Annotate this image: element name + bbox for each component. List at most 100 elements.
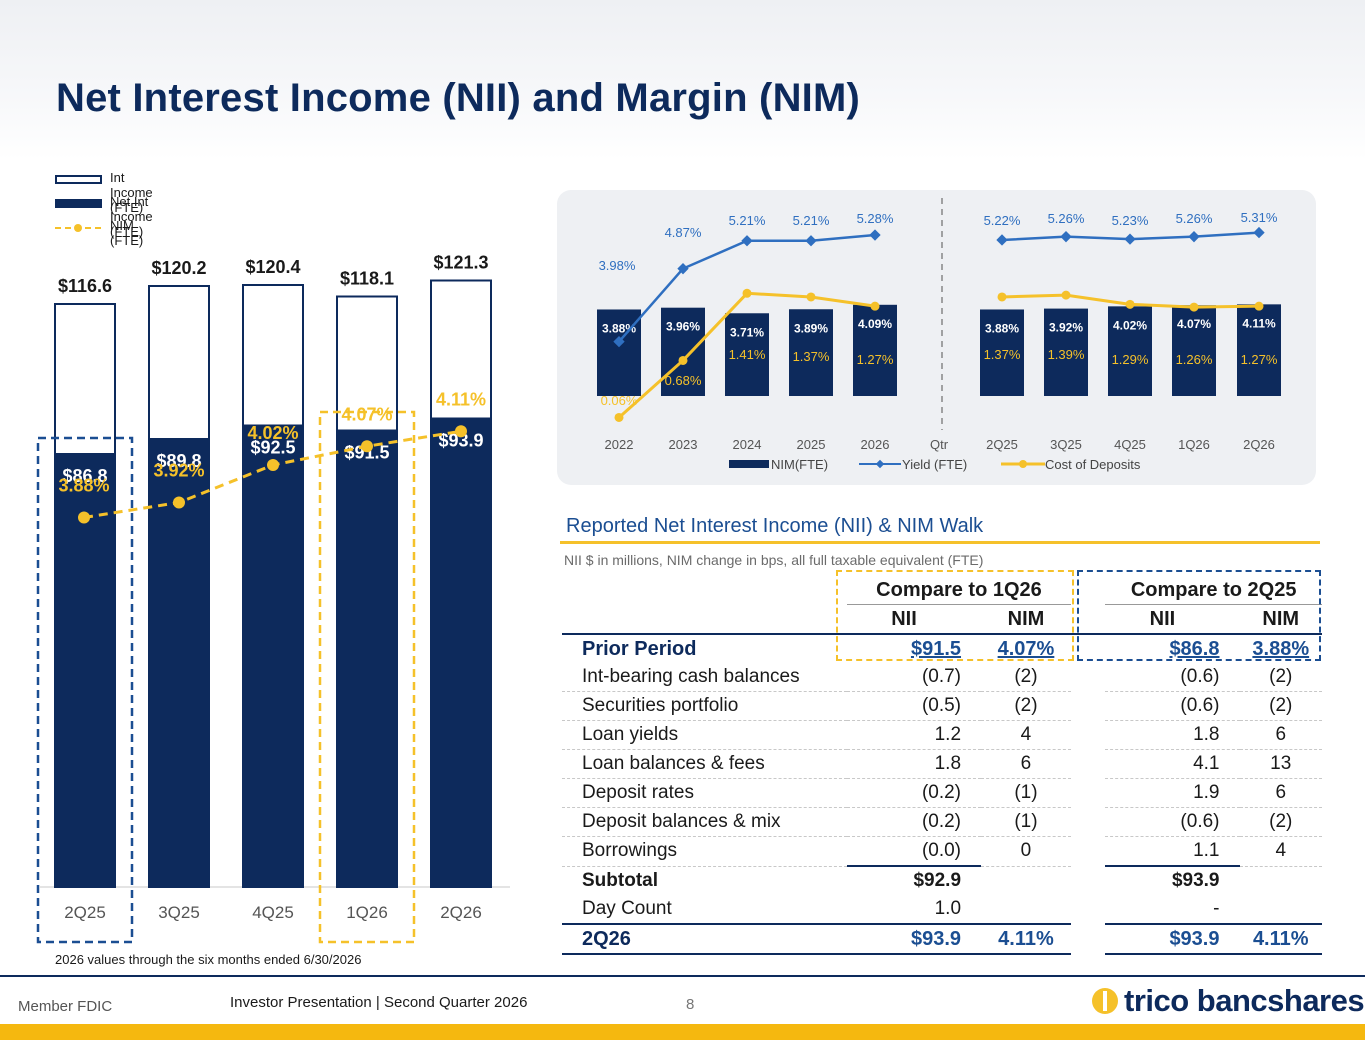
cell-nim: 4 [981, 720, 1071, 750]
group-header-1q26: Compare to 1Q26 [847, 576, 1071, 605]
gap-cell [1071, 750, 1105, 779]
yield-label: 5.22% [984, 213, 1021, 228]
x-tick-label: Qtr [930, 437, 949, 452]
nim-point [173, 496, 185, 509]
yield-label: 5.26% [1176, 211, 1213, 226]
cell-nim: (2) [1239, 807, 1322, 837]
cost-label: 1.27% [857, 352, 894, 367]
gap-cell [1071, 924, 1105, 954]
nim-point [361, 440, 373, 453]
table-row: Borrowings (0.0) 0 1.1 4 [562, 836, 1322, 867]
cost-of-deposits-point [678, 355, 688, 365]
highlight-box-1q26 [318, 410, 416, 944]
bar-net-int-income [242, 424, 304, 887]
gap-cell [1071, 663, 1105, 692]
cell-nii: $93.9 [1105, 865, 1240, 895]
logo-mark-icon [1092, 988, 1118, 1014]
net-int-income-label: $86.8 [62, 466, 107, 486]
footnote: 2026 values through the six months ended… [55, 952, 362, 967]
nim-label: 3.88% [58, 476, 109, 496]
header-background [0, 0, 1365, 160]
cost-label: 0.06% [601, 393, 638, 408]
yield-point [805, 235, 817, 247]
legend-marker-cost [1019, 460, 1027, 468]
row-label: Securities portfolio [562, 691, 848, 721]
nii-nim-walk-table: Compare to 1Q26 Compare to 2Q25 NII NIM NII N… [562, 576, 1322, 955]
cost-of-deposits-point [1061, 290, 1071, 300]
group-header-2q25: Compare to 2Q25 [1105, 576, 1322, 605]
highlight-box-2q25 [36, 436, 134, 944]
row-label: Day Count [562, 895, 848, 925]
net-int-income-label: $92.5 [250, 438, 295, 458]
cell-nii: (0.6) [1105, 663, 1240, 692]
nii-bar-chart: $116.6 $86.8 2Q25 $120.2 $89.8 3Q25 $120.4 $92.… [36, 253, 510, 944]
nim-bar-label: 3.92% [1049, 321, 1083, 335]
cell-nim: 0 [981, 836, 1071, 867]
page-title: Net Interest Income (NII) and Margin (NI… [56, 76, 861, 120]
cell-nii: $93.9 [1105, 923, 1240, 955]
yield-label: 5.28% [857, 211, 894, 226]
nim-bar-label: 4.11% [1242, 316, 1276, 330]
cost-of-deposits-point [806, 292, 816, 302]
gap-cell [1070, 633, 1106, 663]
yield-point [869, 229, 881, 241]
legend-swatch-nim [729, 460, 769, 468]
cell-nim: 6 [1239, 720, 1322, 750]
cell-nii: 1.2 [847, 720, 982, 750]
blank-cell [562, 576, 847, 605]
cell-nii: 1.9 [1105, 778, 1240, 808]
bar-nim [1044, 308, 1088, 396]
yield-label: 5.31% [1241, 210, 1278, 225]
row-label: Deposit rates [562, 778, 848, 808]
yield-label: 4.87% [665, 225, 702, 240]
nim-label: 4.11% [436, 389, 486, 409]
bar-nim [980, 309, 1024, 396]
bar-net-int-income [336, 429, 398, 887]
net-int-income-label: $91.5 [344, 443, 389, 463]
cell-nim: (1) [981, 778, 1071, 808]
cell-nim: 4.07% [981, 633, 1071, 663]
walk-title: Reported Net Interest Income (NII) & NIM… [566, 515, 984, 537]
yield-label: 5.21% [729, 213, 766, 228]
cost-of-deposits-point [870, 301, 880, 311]
x-tick-label: 1Q26 [346, 903, 388, 922]
bar-net-int-income [54, 453, 116, 887]
yield-point [613, 335, 625, 348]
x-tick-label: 2Q26 [1243, 437, 1275, 452]
x-tick-label: 2024 [733, 437, 762, 452]
nim-label: 4.02% [247, 423, 298, 443]
gap-cell [1071, 721, 1105, 750]
cell-nii: 1.8 [847, 749, 982, 779]
nim-point [78, 511, 90, 524]
table-row: Securities portfolio (0.5) (2) (0.6) (2) [562, 691, 1322, 721]
gap-cell [1071, 808, 1105, 837]
row-label: Subtotal [582, 869, 658, 891]
cell-nim: 13 [1239, 749, 1322, 779]
cost-of-deposits-point [997, 292, 1007, 302]
legend-swatch-net-int-income [55, 199, 102, 208]
legend-marker-yield [875, 459, 885, 469]
bar-nim [661, 307, 705, 396]
member-fdic: Member FDIC [18, 998, 113, 1015]
gap-cell [1071, 895, 1105, 924]
blank-cell [981, 866, 1071, 895]
table-row: Loan balances & fees 1.8 6 4.1 13 [562, 749, 1322, 779]
nim-bar-label: 3.96% [666, 320, 700, 334]
nim-bar-label: 4.09% [858, 317, 892, 331]
cell-nii: (0.0) [847, 836, 982, 867]
x-tick-label: 2Q25 [986, 437, 1018, 452]
cost-label: 1.37% [793, 349, 830, 364]
net-int-income-label: $93.9 [438, 431, 483, 451]
yield-point [1060, 231, 1072, 243]
total-row: 2Q26 $93.9 4.11% $93.9 4.11% [562, 923, 1322, 955]
nim-bar-label: 3.71% [730, 325, 764, 339]
nim-label: 3.92% [153, 461, 204, 481]
cost-label: 1.27% [1241, 352, 1278, 367]
nim-yield-cost-chart: 3.88% 3.96% 3.71% 3.89% 4.09% 3.88% 3.92% 4.02%… [597, 198, 1281, 472]
nim-bar-label: 4.07% [1177, 317, 1211, 331]
cost-label: 1.26% [1176, 352, 1213, 367]
cost-of-deposits-point [1189, 302, 1199, 312]
gap-cell [1071, 866, 1105, 895]
legend-label: Cost of Deposits [1045, 457, 1141, 472]
yield-point [996, 234, 1008, 246]
